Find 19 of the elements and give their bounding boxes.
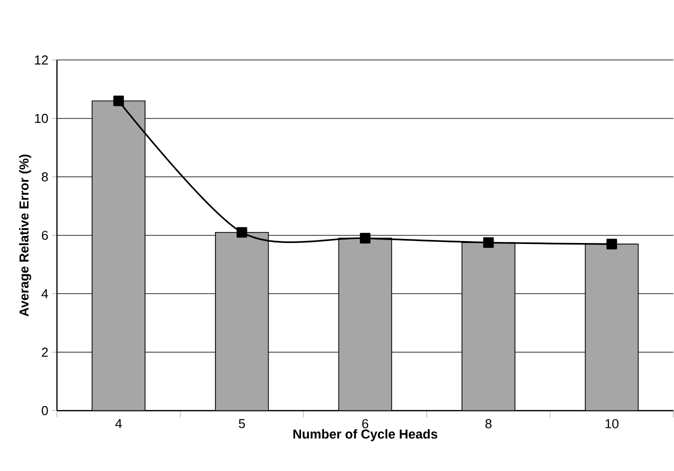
point (483, 238, 494, 248)
x-axis-title: Number of Cycle Heads (293, 429, 438, 442)
point (360, 233, 370, 244)
x-tick-label: 5 (238, 419, 245, 428)
point (236, 227, 248, 238)
point (606, 238, 618, 250)
x-tick-label: 8 (485, 419, 492, 429)
x-tick-label: 6 (362, 419, 368, 429)
y-tick-label: 6 (42, 230, 48, 240)
x-tick-label: 4 (115, 419, 122, 428)
y-tick-label: 10 (35, 114, 48, 124)
x-tick-label: 10 (606, 419, 618, 429)
y-tick-label: 12 (35, 56, 48, 65)
y-tick-label: 8 (42, 172, 48, 182)
y-tick-label: 4 (42, 289, 48, 298)
y-tick-label: 2 (42, 348, 48, 357)
y-tick-label: 0 (42, 406, 48, 416)
point (113, 96, 124, 106)
y-axis-title: Average Relative Error (%) (19, 154, 32, 317)
